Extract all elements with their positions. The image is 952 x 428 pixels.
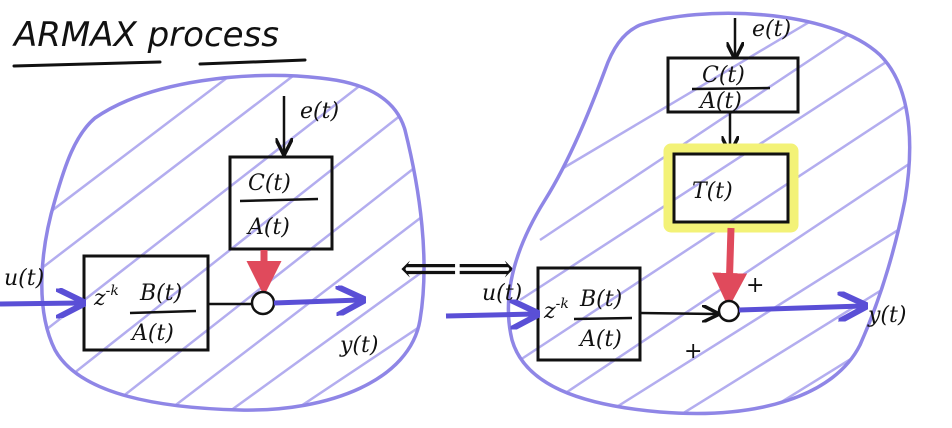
right-sum-sign-bottom: + [684, 339, 702, 364]
right-noise-filter-block [666, 56, 800, 114]
right-sum-junction [717, 299, 741, 323]
right-noise-label: e(t) [752, 17, 791, 42]
right-output-arrow [738, 306, 862, 310]
left-system: e(t) C(t) A(t) z-k B(t) A(t) u(t) y(t) [0, 73, 426, 412]
equivalence-symbol: ⟸⟹ [400, 246, 515, 292]
left-plant-delay: z-k [93, 283, 119, 311]
left-sum-junction [250, 290, 276, 316]
right-t-block [672, 152, 790, 224]
right-plant-to-sum [639, 313, 716, 314]
right-noise-filter-num: C(t) [702, 63, 745, 88]
right-noise-filter-den: A(t) [698, 89, 742, 114]
right-plant-den: A(t) [578, 327, 622, 352]
right-sum-sign-top: + [746, 273, 764, 298]
left-plant-num: B(t) [139, 281, 182, 306]
left-noise-filter-den: A(t) [246, 215, 290, 240]
right-t-block-label: T(t) [692, 179, 733, 204]
right-input-arrow [445, 314, 534, 316]
right-blob-outline [506, 11, 912, 416]
left-blob-outline [40, 73, 426, 412]
right-red-arrow [712, 227, 748, 308]
right-system: e(t) C(t) A(t) T(t) + z-k B(t) A(t) u(t)… [445, 11, 912, 416]
left-output-arrow [273, 300, 360, 303]
right-output-label: y(t) [867, 303, 906, 328]
left-noise-filter-num: C(t) [248, 171, 291, 196]
left-input-label: u(t) [4, 266, 44, 291]
left-output-label: y(t) [339, 333, 378, 358]
right-plant-delay: z-k [543, 296, 569, 324]
right-input-label: u(t) [482, 281, 522, 306]
left-noise-filter-block [228, 155, 334, 251]
left-plant-bar [129, 309, 197, 315]
diagram-title: ARMAX process [12, 15, 279, 55]
title-underline [12, 58, 307, 68]
left-plant-den: A(t) [130, 321, 174, 346]
right-plant-bar [573, 316, 633, 321]
left-hatch [41, 75, 425, 411]
left-noise-label: e(t) [300, 99, 339, 124]
title-group: ARMAX process [12, 15, 307, 68]
right-noise-filter-bar [691, 86, 771, 91]
left-noise-filter-bar [239, 197, 319, 203]
left-input-arrow [0, 303, 80, 304]
right-plant-num: B(t) [579, 287, 622, 312]
